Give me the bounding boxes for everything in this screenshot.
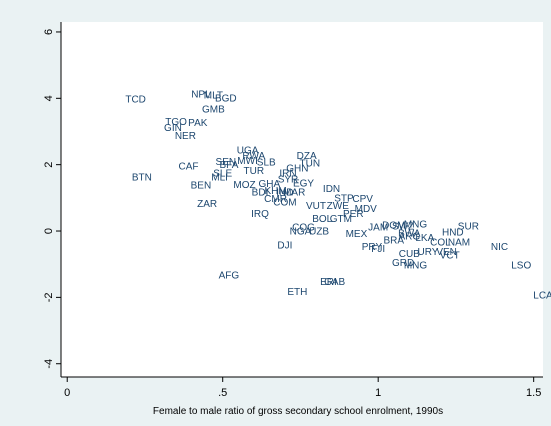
- point-label: FJI: [371, 244, 385, 255]
- point-label: PER: [343, 209, 364, 220]
- point-label: GIN: [164, 123, 182, 134]
- point-label: LKA: [415, 233, 434, 244]
- point-label: MDV: [355, 204, 378, 215]
- point-label: GTM: [330, 214, 352, 225]
- point-label: CPV: [352, 194, 373, 205]
- point-label: ERI: [320, 277, 337, 288]
- point-label: EGY: [293, 179, 314, 190]
- point-label: GAB: [324, 277, 345, 288]
- y-axis-ticks: -4 -2 0 2 4 6: [43, 29, 61, 369]
- point-label: CUB: [399, 249, 420, 260]
- x-axis-ticks: 0 .5 1 1.5: [64, 377, 541, 399]
- point-label: HND: [442, 227, 464, 238]
- point-label: MNG: [404, 260, 428, 271]
- point-label: MAR: [283, 188, 305, 199]
- point-label: STP: [334, 193, 354, 204]
- point-label: DJI: [277, 241, 292, 252]
- point-label: SYR: [278, 175, 299, 186]
- point-label: KHM: [264, 186, 286, 197]
- point-label: BWA: [398, 228, 421, 239]
- y-tick-label: 4: [43, 95, 55, 101]
- point-label: IDN: [323, 184, 340, 195]
- point-label: NAM: [448, 237, 470, 248]
- point-label: GRD: [392, 258, 414, 269]
- point-label: RWA: [242, 151, 265, 162]
- point-label: SWZ: [392, 222, 414, 233]
- point-label: ETH: [287, 287, 307, 298]
- point-label: COM: [273, 197, 296, 208]
- y-tick-label: 6: [43, 29, 55, 35]
- point-label: BRA: [383, 236, 404, 247]
- y-tick-label: 0: [43, 228, 55, 234]
- point-label: PAK: [188, 118, 208, 129]
- x-tick-label: .5: [218, 387, 227, 399]
- point-label: MOZ: [233, 180, 255, 191]
- point-label: ZWE: [327, 201, 350, 212]
- point-label: BGD: [215, 94, 237, 105]
- point-label: TGO: [165, 117, 187, 128]
- point-label: MLT: [204, 91, 223, 102]
- point-label: MEX: [346, 229, 368, 240]
- point-label: NER: [175, 131, 196, 142]
- point-label: SEN: [216, 157, 237, 168]
- point-label: TCD: [125, 95, 146, 106]
- point-label: MLI: [211, 173, 228, 184]
- point-label: BOL: [312, 214, 332, 225]
- point-label: TUN: [299, 159, 320, 170]
- y-tick-label: -4: [43, 359, 55, 369]
- plot-frame: [61, 22, 543, 377]
- point-label: MWI: [237, 156, 258, 167]
- point-label: VUT: [306, 201, 326, 212]
- point-label: URY: [417, 247, 438, 258]
- point-label: VCT: [440, 251, 460, 262]
- point-label: DZA: [297, 151, 317, 162]
- point-label: BTN: [132, 173, 152, 184]
- point-label: TUR: [244, 166, 265, 177]
- point-label: UZB: [309, 226, 329, 237]
- point-label: NIC: [491, 242, 508, 253]
- x-tick-label: 1.5: [526, 387, 541, 399]
- y-tick-label: 2: [43, 162, 55, 168]
- point-label: VEN: [436, 247, 457, 258]
- point-label: BFA: [219, 160, 238, 171]
- point-label: GHN: [286, 163, 308, 174]
- point-label: ARG: [398, 232, 420, 243]
- point-label: BDI: [252, 188, 269, 199]
- point-label: PRY: [362, 242, 383, 253]
- point-label: SLB: [257, 158, 276, 169]
- point-label: GMB: [202, 105, 225, 116]
- point-label: IND: [276, 188, 293, 199]
- point-label: COG: [292, 222, 315, 233]
- x-tick-label: 0: [64, 387, 70, 399]
- point-label: DOM: [382, 221, 405, 232]
- point-label: GHA: [259, 179, 281, 190]
- point-label: NGA: [290, 226, 312, 237]
- x-tick-label: 1: [375, 387, 381, 399]
- point-label: AFG: [219, 270, 240, 281]
- point-label: SUR: [458, 222, 479, 233]
- point-label: COL: [430, 237, 451, 248]
- point-label: ZAR: [197, 199, 217, 210]
- point-label: BEN: [191, 181, 212, 192]
- point-label: IRQ: [251, 209, 269, 220]
- point-label: CAF: [178, 162, 198, 173]
- point-label: UGA: [237, 145, 259, 156]
- point-label: IRN: [279, 169, 296, 180]
- point-label: SLE: [213, 169, 232, 180]
- point-label: MNG: [404, 220, 428, 231]
- point-label: JAM: [368, 222, 388, 233]
- y-tick-label: -2: [43, 292, 55, 302]
- point-label: NPL: [191, 90, 211, 101]
- point-label: LSO: [511, 260, 531, 271]
- point-label: LCA: [533, 290, 551, 301]
- x-axis-title: Female to male ratio of gross secondary …: [153, 406, 443, 417]
- point-label: CMR: [264, 194, 287, 205]
